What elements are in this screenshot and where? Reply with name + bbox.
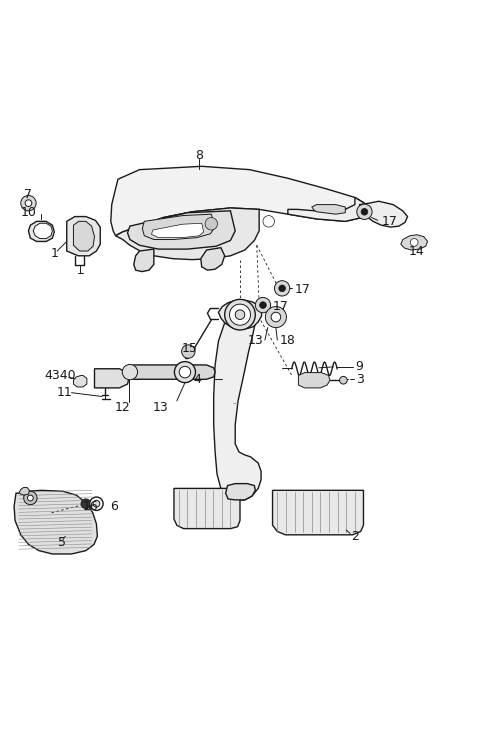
Text: 10: 10 [21,206,36,219]
Circle shape [228,303,252,327]
Circle shape [260,302,266,309]
Polygon shape [129,365,215,379]
Polygon shape [95,369,129,388]
Text: 13: 13 [153,401,169,413]
Polygon shape [273,491,363,535]
Polygon shape [218,300,262,329]
Text: 8: 8 [195,149,204,162]
Text: 9: 9 [355,360,363,373]
Circle shape [263,216,275,227]
Polygon shape [28,222,54,241]
Polygon shape [33,223,52,239]
Circle shape [410,239,418,246]
Circle shape [235,310,245,320]
Text: 7: 7 [24,188,33,201]
Polygon shape [134,249,154,272]
Circle shape [357,204,372,219]
Polygon shape [128,210,235,249]
Text: 12: 12 [115,401,131,413]
Text: 17: 17 [273,300,288,312]
Circle shape [255,297,271,313]
Polygon shape [143,214,215,240]
Circle shape [265,306,287,327]
Text: 16: 16 [83,500,99,512]
Text: 14: 14 [408,244,424,258]
Text: 1: 1 [50,247,58,261]
Text: 4340: 4340 [45,369,76,382]
Polygon shape [73,375,87,387]
Circle shape [174,362,195,383]
Circle shape [24,491,37,505]
Text: 4: 4 [193,373,201,386]
Circle shape [93,500,100,507]
Circle shape [21,195,36,210]
Text: 15: 15 [182,342,198,355]
Circle shape [179,366,191,377]
Circle shape [271,312,281,322]
Text: 17: 17 [382,215,397,228]
Text: 6: 6 [110,500,118,512]
Polygon shape [73,222,95,251]
Polygon shape [360,201,408,227]
Circle shape [81,499,91,509]
Polygon shape [152,223,204,237]
Text: 2: 2 [351,530,359,543]
Polygon shape [174,488,240,529]
Polygon shape [299,372,330,388]
Circle shape [235,310,245,320]
Circle shape [339,377,347,384]
Circle shape [25,200,32,207]
Text: 13: 13 [247,333,263,347]
Polygon shape [116,208,259,260]
Circle shape [361,208,368,215]
Text: 11: 11 [57,386,73,399]
Text: 18: 18 [279,333,295,347]
Circle shape [90,497,103,510]
Polygon shape [214,323,261,500]
Polygon shape [226,484,255,500]
Circle shape [27,495,33,501]
Circle shape [229,304,251,325]
Polygon shape [288,198,369,222]
Circle shape [225,300,255,330]
Polygon shape [111,166,369,236]
Polygon shape [312,204,345,214]
Text: 17: 17 [295,283,311,296]
Circle shape [279,285,286,291]
Text: 5: 5 [58,536,66,550]
Circle shape [275,281,290,296]
Polygon shape [201,248,225,270]
Text: 3: 3 [356,373,364,386]
Polygon shape [14,491,97,554]
Polygon shape [401,234,428,250]
Polygon shape [19,488,29,495]
Circle shape [181,345,195,358]
Circle shape [205,217,217,230]
Polygon shape [67,216,100,256]
Circle shape [122,365,138,380]
